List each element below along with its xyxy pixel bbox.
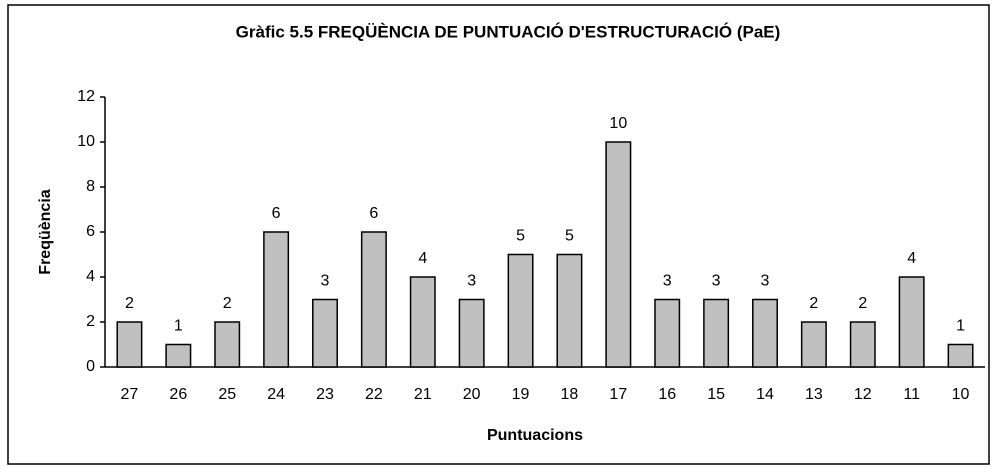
data-label: 2	[858, 295, 867, 312]
x-tick-label: 12	[854, 386, 872, 403]
chart-frame	[7, 4, 990, 465]
data-label: 4	[907, 250, 916, 267]
data-label: 2	[223, 295, 232, 312]
y-axis-label: Freqüència	[37, 189, 54, 274]
bar	[898, 276, 925, 368]
data-label: 5	[565, 228, 574, 245]
data-label: 6	[272, 205, 281, 222]
x-axis-label: Puntuacions	[487, 427, 583, 444]
data-label: 3	[712, 273, 721, 290]
x-tick-label: 16	[658, 386, 676, 403]
x-tick-label: 18	[561, 386, 579, 403]
data-label: 3	[321, 273, 330, 290]
bar	[165, 343, 192, 368]
x-tick-label: 15	[707, 386, 725, 403]
bar	[116, 321, 143, 368]
bar	[605, 141, 632, 368]
data-label: 1	[956, 318, 965, 335]
data-label: 3	[761, 273, 770, 290]
data-label: 2	[809, 295, 818, 312]
bar	[507, 253, 534, 368]
bar	[312, 298, 338, 368]
x-tick-label: 13	[805, 386, 823, 403]
x-tick-label: 21	[414, 386, 432, 403]
x-tick-label: 25	[218, 386, 236, 403]
x-tick-label: 17	[609, 386, 627, 403]
data-label: 2	[125, 295, 134, 312]
x-tick-label: 19	[512, 386, 530, 403]
bar	[849, 321, 876, 368]
x-tick-label: 11	[903, 386, 920, 403]
x-tick-label: 26	[169, 386, 187, 403]
y-tick-label: 2	[86, 313, 95, 330]
y-tick-label: 10	[77, 133, 95, 150]
x-tick-label: 23	[316, 386, 334, 403]
y-tick-label: 12	[77, 88, 95, 105]
data-label: 3	[467, 273, 476, 290]
bar	[800, 321, 827, 368]
data-label: 3	[663, 273, 672, 290]
bar	[214, 321, 241, 368]
bar	[263, 231, 290, 368]
bar	[556, 253, 583, 368]
bar	[458, 298, 485, 368]
x-tick-label: 27	[121, 386, 139, 403]
y-tick-label: 0	[86, 358, 95, 375]
chart-title: Gràfic 5.5 FREQÜÈNCIA DE PUNTUACIÓ D'EST…	[236, 22, 781, 41]
bar	[703, 298, 730, 368]
y-tick-label: 4	[86, 268, 95, 285]
bar	[752, 298, 778, 368]
x-tick-label: 20	[463, 386, 481, 403]
bar	[360, 231, 387, 368]
data-label: 10	[609, 115, 627, 132]
x-tick-label: 10	[952, 386, 970, 403]
data-label: 6	[369, 205, 378, 222]
y-tick-label: 6	[86, 223, 95, 240]
data-label: 5	[516, 228, 525, 245]
data-label: 1	[174, 318, 183, 335]
bar	[409, 276, 436, 368]
x-tick-label: 22	[365, 386, 383, 403]
x-tick-label: 24	[267, 386, 285, 403]
y-tick-label: 8	[86, 178, 95, 195]
bar	[654, 298, 681, 368]
x-tick-label: 14	[756, 386, 774, 403]
bar	[947, 343, 974, 368]
data-label: 4	[418, 250, 427, 267]
